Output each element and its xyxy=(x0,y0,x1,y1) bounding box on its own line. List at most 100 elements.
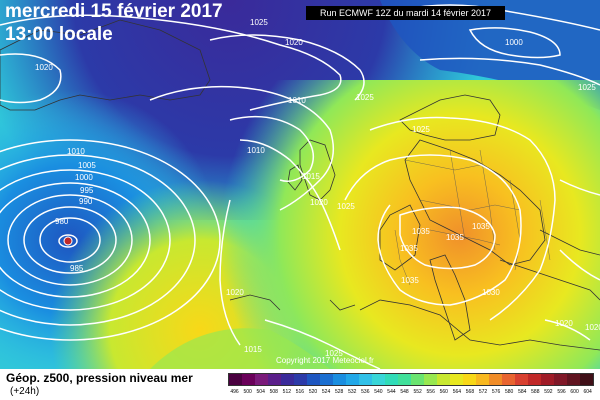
color-scale-swatch xyxy=(528,374,541,385)
isobar-label: 1005 xyxy=(78,161,96,170)
isobar-label: 1025 xyxy=(337,202,355,211)
color-scale-label: 512 xyxy=(282,389,292,395)
isobar-label: 1000 xyxy=(505,38,523,47)
color-scale-swatch xyxy=(450,374,463,385)
color-scale-label: 504 xyxy=(256,389,265,395)
color-scale-swatch xyxy=(580,374,593,385)
isobar-label: 980 xyxy=(55,217,69,226)
isobar-label: 1025 xyxy=(356,93,374,102)
color-scale-swatch xyxy=(359,374,372,385)
isobar-label: 1020 xyxy=(555,319,573,328)
color-scale-label: 584 xyxy=(518,389,527,395)
color-scale-label: 508 xyxy=(269,389,278,395)
color-scale-swatch xyxy=(242,374,255,385)
copyright-notice: Copyright 2017 Meteociel.fr xyxy=(276,356,374,365)
isobar-label: 1035 xyxy=(412,227,430,236)
color-scale-label: 568 xyxy=(465,389,475,395)
color-scale-label: 564 xyxy=(452,389,462,395)
weather-map: 1025 1020 1020 1000 1025 1010 1010 1005 … xyxy=(0,0,600,369)
color-scale-swatch xyxy=(320,374,333,385)
isobar-label: 1035 xyxy=(446,233,464,242)
color-scale-swatch xyxy=(437,374,450,385)
legend-subtitle: (+24h) xyxy=(10,386,40,397)
color-scale-label: 524 xyxy=(321,389,331,395)
color-scale-swatch xyxy=(398,374,411,385)
isobar-label: 985 xyxy=(70,264,84,273)
color-scale-swatch xyxy=(229,374,242,385)
color-scale-swatch xyxy=(502,374,515,385)
color-scale-label: 544 xyxy=(387,389,396,395)
isobar-label: 1020 xyxy=(285,38,303,47)
color-scale-label: 528 xyxy=(334,389,344,395)
isobar-label: 1030 xyxy=(482,288,500,297)
color-scale-swatch xyxy=(268,374,281,385)
run-info: Run ECMWF 12Z du mardi 14 février 2017 xyxy=(306,6,505,20)
color-scale-swatch xyxy=(424,374,437,385)
color-scale-label: 560 xyxy=(439,389,448,395)
isobar-label: 1010 xyxy=(288,96,306,105)
isobars xyxy=(0,4,600,369)
isobar-label: 1020 xyxy=(226,288,244,297)
color-scale-swatch xyxy=(346,374,359,385)
color-scale-label: 588 xyxy=(531,389,540,395)
color-scale-label: 580 xyxy=(505,389,514,395)
south-cool-region xyxy=(150,328,330,369)
isobar-label: 1010 xyxy=(67,147,85,156)
color-scale-swatch xyxy=(554,374,567,385)
color-scale-label: 500 xyxy=(243,389,252,395)
isobar-labels: 1025 1020 1020 1000 1025 1010 1010 1005 … xyxy=(35,18,600,358)
color-scale-label: 496 xyxy=(230,389,239,395)
color-scale-swatch xyxy=(541,374,554,385)
isobar-label: 1025 xyxy=(325,349,343,358)
color-scale-label: 572 xyxy=(478,389,488,395)
forecast-date: mercredi 15 février 2017 xyxy=(5,1,223,22)
legend-title: Géop. z500, pression niveau mer xyxy=(6,371,193,385)
color-scale-swatch xyxy=(255,374,268,385)
color-scale-label: 536 xyxy=(361,389,370,395)
color-scale-swatch xyxy=(372,374,385,385)
color-scale xyxy=(228,373,594,386)
color-scale-label: 600 xyxy=(570,389,579,395)
color-scale-label: 520 xyxy=(308,389,318,395)
low-center-marker xyxy=(63,236,73,246)
color-scale-label: 604 xyxy=(583,389,592,395)
isobar-label: 995 xyxy=(80,186,94,195)
isobar-label: 1020 xyxy=(585,323,600,332)
color-scale-label: 516 xyxy=(295,389,305,395)
color-scale-label: 552 xyxy=(413,389,422,395)
color-scale-labels: 496 500 504 508 512 516 520 524 528 532 536 540 544 5… xyxy=(228,387,594,397)
isobar-label: 1015 xyxy=(244,345,262,354)
european-high-region xyxy=(220,80,600,369)
isobar-label: 1010 xyxy=(247,146,265,155)
color-scale-swatch xyxy=(333,374,346,385)
color-scale-swatch xyxy=(281,374,294,385)
isobar-label: 1025 xyxy=(412,125,430,134)
isobar-label: 1015 xyxy=(302,172,320,181)
isobar-label: 1000 xyxy=(75,173,93,182)
color-scale-label: 556 xyxy=(426,389,435,395)
isobar-label: 1035 xyxy=(401,276,419,285)
isobar-label: 990 xyxy=(79,197,93,206)
color-scale-label: 592 xyxy=(544,389,553,395)
color-scale-label: 548 xyxy=(400,389,409,395)
isobar-label: 1025 xyxy=(578,83,596,92)
color-scale-swatch xyxy=(567,374,580,385)
color-scale-swatch xyxy=(476,374,489,385)
isobar-label: 1020 xyxy=(310,198,328,207)
color-scale-label: 540 xyxy=(374,389,383,395)
color-scale-label: 576 xyxy=(491,389,501,395)
isobar-label: 1035 xyxy=(472,222,490,231)
color-scale-label: 596 xyxy=(557,389,566,395)
isobar-label: 1035 xyxy=(400,244,418,253)
color-scale-swatch xyxy=(515,374,528,385)
color-scale-label: 532 xyxy=(348,389,357,395)
forecast-time: 13:00 locale xyxy=(5,24,113,45)
color-scale-swatch xyxy=(294,374,307,385)
coastlines xyxy=(0,19,600,351)
color-scale-swatch xyxy=(463,374,476,385)
color-scale-swatch xyxy=(489,374,502,385)
color-scale-swatch xyxy=(385,374,398,385)
country-borders xyxy=(394,149,551,286)
isobar-label: 1020 xyxy=(35,63,53,72)
